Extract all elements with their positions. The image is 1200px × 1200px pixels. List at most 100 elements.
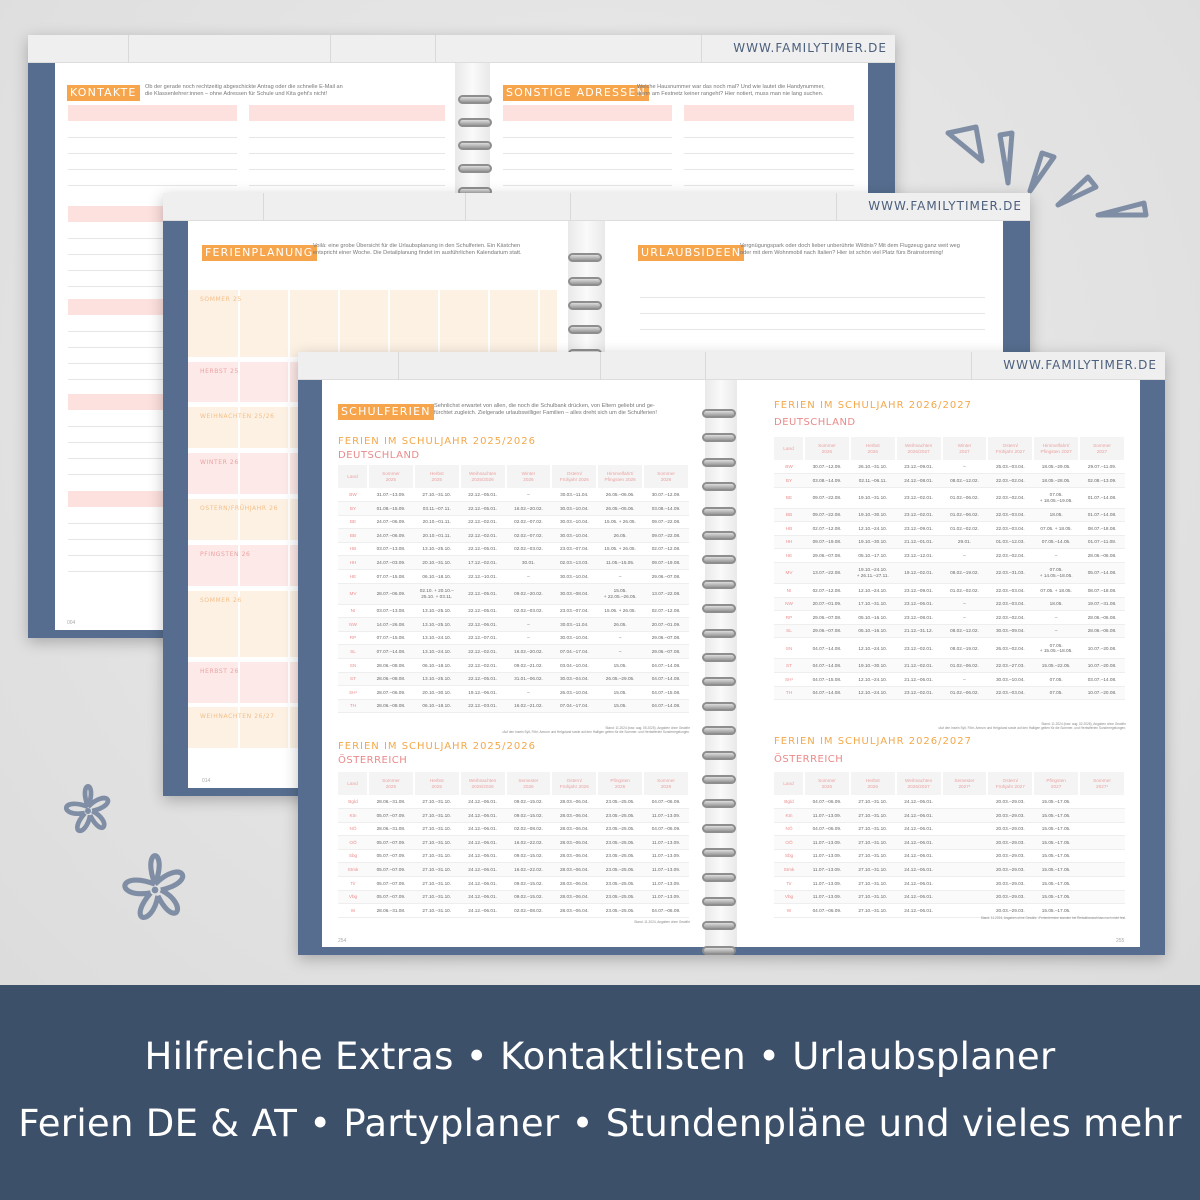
holiday-dates: 07.05. + 18.05.–19.05. — [1033, 487, 1080, 509]
holiday-dates: 20.10.–31.10. — [413, 555, 460, 571]
contact-line[interactable] — [68, 286, 237, 287]
holiday-dates: – — [505, 685, 552, 700]
holiday-dates: 11.07.–13.09. — [804, 890, 850, 905]
holiday-dates: 23.05.–25.05. — [597, 876, 644, 891]
contact-line[interactable] — [684, 169, 854, 170]
table-row: HB 02.07.–12.08. 12.10.–24.10. 23.12.–09.01… — [774, 521, 1125, 536]
contact-line[interactable] — [249, 185, 445, 186]
contact-line[interactable] — [68, 523, 237, 524]
contact-line[interactable] — [68, 153, 237, 154]
contact-line[interactable] — [68, 254, 237, 255]
contact-line[interactable] — [68, 426, 237, 427]
holiday-dates: 24.12.–06.01. — [895, 890, 942, 905]
holiday-dates: 10.07.–20.08. — [1079, 686, 1125, 701]
table-note: Stand: 11.2024 (bzw. aug. 02.2026), Anga… — [938, 722, 1126, 731]
contact-line[interactable] — [503, 137, 672, 138]
contact-line[interactable] — [68, 137, 237, 138]
contact-line[interactable] — [503, 169, 672, 170]
contact-line[interactable] — [68, 442, 237, 443]
contact-line[interactable] — [68, 347, 237, 348]
holiday-dates: 23.05.–25.05. — [597, 862, 644, 878]
holiday-dates: – — [941, 460, 988, 475]
holiday-dates — [941, 808, 988, 823]
holiday-dates: 04.07.–14.08. — [804, 637, 850, 660]
holiday-dates: 20.03.–29.03. — [987, 822, 1034, 837]
contact-line[interactable] — [68, 555, 237, 556]
holiday-dates: 22.12.–10.01. — [459, 569, 506, 584]
holiday-dates: 23.12.–06.01. — [895, 597, 942, 612]
holiday-dates: 04.07.–06.09. — [804, 903, 850, 918]
holiday-dates: 22.12.–02.01. — [459, 528, 506, 543]
brand-url: WWW.FAMILYTIMER.DE — [868, 199, 1022, 213]
holiday-dates: 06.10.–18.10. — [413, 699, 460, 714]
column-header: Sommer 2026 — [804, 437, 851, 460]
contact-line[interactable] — [68, 270, 237, 271]
contact-line[interactable] — [68, 571, 237, 572]
holiday-dates: 18.05. — [1033, 508, 1080, 523]
vacation-row-label: OSTERN/FRÜHJAHR 26 — [200, 505, 278, 512]
holiday-dates: 22.03.–03.04. — [987, 597, 1034, 612]
holiday-dates: 31.01.–06.02. — [505, 672, 552, 687]
contact-line[interactable] — [68, 379, 237, 380]
contact-line[interactable] — [249, 137, 445, 138]
table-row: HH 09.07.–19.08. 19.10.–30.10. 21.12.–01.01… — [774, 535, 1125, 550]
vacation-row[interactable]: SOMMER 25 — [188, 290, 557, 357]
holiday-dates: 15.05.–17.05. — [1033, 795, 1080, 810]
holiday-dates: 26.10.–31.10. — [849, 460, 896, 475]
column-header: Herbst 2026 — [849, 772, 897, 795]
holiday-dates: 23.05.–25.05. — [597, 808, 644, 823]
contact-line[interactable] — [68, 539, 237, 540]
contact-line[interactable] — [684, 153, 854, 154]
table-note: Stand: 11.2024, Angaben ohne Gewähr. ¹Fe… — [980, 916, 1126, 920]
column-header: Weihnachten 2025/2026 — [459, 772, 507, 795]
table-row: BB 24.07.–06.09. 20.10.–01.11. 22.12.–02.01… — [338, 528, 689, 543]
holiday-dates: 15.05. + 26.05. — [597, 542, 644, 557]
holiday-dates: 01.07.–14.08. — [1079, 487, 1125, 509]
column-header: Herbst 2026 — [849, 437, 897, 460]
column-header: Sommer 2026 — [804, 772, 851, 795]
spiral-ring — [702, 823, 736, 833]
contact-line[interactable] — [68, 363, 237, 364]
contact-line[interactable] — [249, 153, 445, 154]
week-divider — [488, 290, 490, 357]
table-row: BB 09.07.–22.08. 19.10.–30.10. 23.12.–02.01… — [774, 508, 1125, 523]
holiday-dates: 20.03.–29.03. — [987, 808, 1034, 823]
column-header: Himmelfahrt/ Pfingsten 2027 — [1033, 437, 1081, 460]
holiday-dates: 23.12.–08.01. — [895, 610, 942, 625]
contact-line[interactable] — [68, 458, 237, 459]
holiday-dates: 20.03.–29.03. — [987, 795, 1034, 810]
holiday-dates: 09.07.–22.08. — [643, 528, 689, 543]
holiday-dates: 16.02.–22.02. — [505, 835, 552, 850]
contact-line[interactable] — [249, 169, 445, 170]
contact-line[interactable] — [503, 185, 672, 186]
table-row: RP 29.06.–07.08. 05.10.–16.10. 23.12.–08.01… — [774, 610, 1125, 625]
holiday-dates — [1079, 876, 1125, 891]
contact-line[interactable] — [68, 331, 237, 332]
contact-line[interactable] — [68, 185, 237, 186]
contact-line[interactable] — [68, 474, 237, 475]
holiday-dates: 02.10. + 20.10.– 25.10. + 03.11. — [413, 583, 460, 605]
holiday-dates: 07.05. — [1033, 686, 1080, 701]
contact-line[interactable] — [684, 137, 854, 138]
table-row: W 04.07.–06.09. 27.10.–31.10. 24.12.–06.01.… — [774, 903, 1125, 918]
state-code: Vbg — [774, 890, 804, 905]
contact-line[interactable] — [68, 169, 237, 170]
spiral-ring — [702, 799, 736, 809]
holiday-dates: 28.06.–06.08. — [1079, 548, 1125, 564]
banner-line-1: Hilfreiche Extras • Kontaktlisten • Urla… — [144, 1035, 1056, 1078]
holiday-dates: 28.06.–31.08. — [368, 903, 414, 918]
spiral-ring — [458, 95, 492, 104]
holiday-dates: 15.05. — [597, 685, 644, 700]
state-code: NI — [774, 583, 804, 598]
contact-line[interactable] — [684, 185, 854, 186]
holiday-dates: 03.07.–13.08. — [368, 542, 414, 557]
holiday-dates: 24.12.–06.01. — [459, 890, 506, 905]
holiday-dates: 03.08.–14.09. — [804, 473, 850, 488]
holiday-dates — [941, 849, 988, 864]
table-row: SH¹ 04.07.–15.08. 12.10.–24.10. 21.12.–06.0… — [774, 672, 1125, 687]
column-header: Land — [774, 437, 805, 460]
contact-line[interactable] — [68, 238, 237, 239]
holiday-dates: 28.03.–06.04. — [551, 849, 598, 864]
contact-line[interactable] — [503, 153, 672, 154]
holiday-dates: 30.03.–10.04. — [551, 528, 598, 543]
